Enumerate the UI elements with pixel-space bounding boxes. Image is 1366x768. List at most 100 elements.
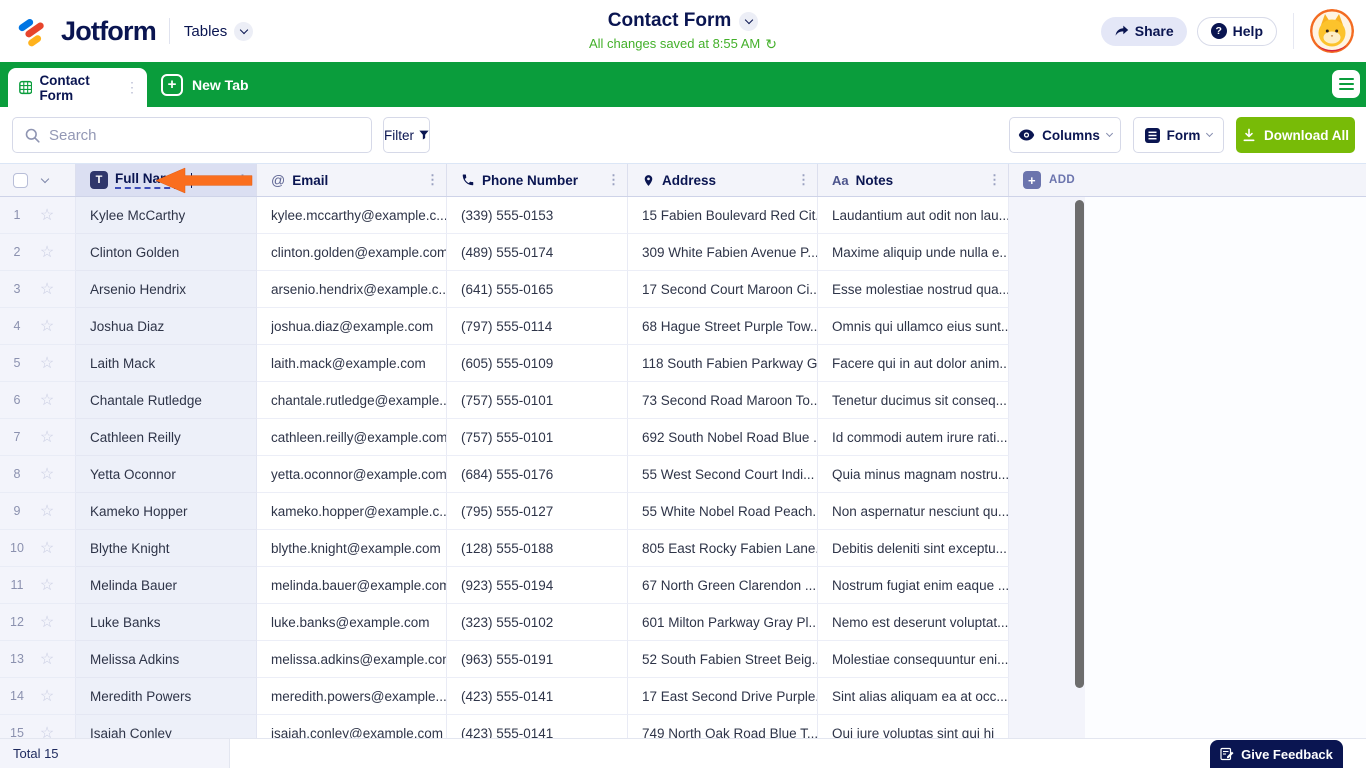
- cell-notes[interactable]: Omnis qui ullamco eius sunt...: [818, 308, 1009, 345]
- row-selector-cell[interactable]: 7 ☆: [0, 419, 76, 456]
- product-switcher-tables[interactable]: Tables: [184, 21, 254, 41]
- chevron-down-icon[interactable]: [40, 174, 50, 183]
- search-input[interactable]: [49, 126, 371, 144]
- cell-address[interactable]: 692 South Nobel Road Blue ...: [628, 419, 818, 456]
- cell-full-name[interactable]: Luke Banks: [76, 604, 257, 641]
- cell-email[interactable]: kameko.hopper@example.c...: [257, 493, 447, 530]
- cell-address[interactable]: 601 Milton Parkway Gray Pl...: [628, 604, 818, 641]
- select-all-checkbox[interactable]: [13, 172, 28, 188]
- jotform-logo[interactable]: Jotform: [14, 12, 157, 50]
- row-selector-cell[interactable]: 13 ☆: [0, 641, 76, 678]
- cell-email[interactable]: melinda.bauer@example.com: [257, 567, 447, 604]
- cell-full-name[interactable]: Meredith Powers: [76, 678, 257, 715]
- cell-address[interactable]: 68 Hague Street Purple Tow...: [628, 308, 818, 345]
- row-selector-cell[interactable]: 15 ☆: [0, 715, 76, 738]
- table-row[interactable]: 7 ☆ Cathleen Reilly cathleen.reilly@exam…: [0, 419, 1366, 456]
- cell-email[interactable]: meredith.powers@example....: [257, 678, 447, 715]
- form-button[interactable]: Form: [1133, 117, 1224, 153]
- cell-full-name[interactable]: Blythe Knight: [76, 530, 257, 567]
- star-icon[interactable]: ☆: [39, 244, 55, 261]
- column-menu-icon[interactable]: ⋮: [426, 172, 439, 187]
- cell-phone[interactable]: (339) 555-0153: [447, 197, 628, 234]
- cell-notes[interactable]: Facere qui in aut dolor anim...: [818, 345, 1009, 382]
- cell-full-name[interactable]: Kameko Hopper: [76, 493, 257, 530]
- table-row[interactable]: 2 ☆ Clinton Golden clinton.golden@exampl…: [0, 234, 1366, 271]
- star-icon[interactable]: ☆: [39, 725, 55, 738]
- column-header-notes[interactable]: Aa Notes ⋮: [818, 164, 1009, 196]
- columns-button[interactable]: Columns: [1009, 117, 1121, 153]
- star-icon[interactable]: ☆: [39, 355, 55, 372]
- cell-notes[interactable]: Molestiae consequuntur eni...: [818, 641, 1009, 678]
- cell-phone[interactable]: (684) 555-0176: [447, 456, 628, 493]
- cell-notes[interactable]: Quia minus magnam nostru...: [818, 456, 1009, 493]
- cell-full-name[interactable]: Yetta Oconnor: [76, 456, 257, 493]
- cell-full-name[interactable]: Laith Mack: [76, 345, 257, 382]
- cell-address[interactable]: 118 South Fabien Parkway G...: [628, 345, 818, 382]
- column-menu-icon[interactable]: ⋮: [236, 172, 249, 187]
- cell-notes[interactable]: Id commodi autem irure rati...: [818, 419, 1009, 456]
- vertical-scrollbar[interactable]: [1075, 200, 1084, 688]
- row-selector-cell[interactable]: 11 ☆: [0, 567, 76, 604]
- table-row[interactable]: 3 ☆ Arsenio Hendrix arsenio.hendrix@exam…: [0, 271, 1366, 308]
- star-icon[interactable]: ☆: [39, 318, 55, 335]
- add-column-button[interactable]: + ADD: [1009, 164, 1085, 196]
- cell-notes[interactable]: Laudantium aut odit non lau...: [818, 197, 1009, 234]
- cell-phone[interactable]: (323) 555-0102: [447, 604, 628, 641]
- row-selector-cell[interactable]: 14 ☆: [0, 678, 76, 715]
- table-row[interactable]: 13 ☆ Melissa Adkins melissa.adkins@examp…: [0, 641, 1366, 678]
- cell-address[interactable]: 805 East Rocky Fabien Lane...: [628, 530, 818, 567]
- column-header-full-name-label[interactable]: Full Name: [115, 171, 180, 189]
- cell-phone[interactable]: (795) 555-0127: [447, 493, 628, 530]
- cell-phone[interactable]: (423) 555-0141: [447, 678, 628, 715]
- star-icon[interactable]: ☆: [39, 429, 55, 446]
- cell-notes[interactable]: Maxime aliquip unde nulla e...: [818, 234, 1009, 271]
- cell-address[interactable]: 55 West Second Court Indi...: [628, 456, 818, 493]
- column-header-full-name[interactable]: T Full Name ⋮: [76, 164, 257, 196]
- star-icon[interactable]: ☆: [39, 540, 55, 557]
- table-row[interactable]: 9 ☆ Kameko Hopper kameko.hopper@example.…: [0, 493, 1366, 530]
- cell-email[interactable]: luke.banks@example.com: [257, 604, 447, 641]
- cell-address[interactable]: 55 White Nobel Road Peach...: [628, 493, 818, 530]
- tab-contact-form[interactable]: Contact Form ⋮: [8, 68, 147, 107]
- column-header-email[interactable]: @ Email ⋮: [257, 164, 447, 196]
- table-row[interactable]: 5 ☆ Laith Mack laith.mack@example.com (6…: [0, 345, 1366, 382]
- cell-phone[interactable]: (641) 555-0165: [447, 271, 628, 308]
- row-selector-cell[interactable]: 6 ☆: [0, 382, 76, 419]
- cell-address[interactable]: 52 South Fabien Street Beig...: [628, 641, 818, 678]
- cell-full-name[interactable]: Melinda Bauer: [76, 567, 257, 604]
- cell-email[interactable]: laith.mack@example.com: [257, 345, 447, 382]
- cell-phone[interactable]: (757) 555-0101: [447, 382, 628, 419]
- cell-full-name[interactable]: Kylee McCarthy: [76, 197, 257, 234]
- title-menu-chevron-icon[interactable]: [739, 11, 759, 31]
- row-selector-cell[interactable]: 8 ☆: [0, 456, 76, 493]
- cell-notes[interactable]: Esse molestiae nostrud qua...: [818, 271, 1009, 308]
- cell-notes[interactable]: Qui iure voluptas sint qui hi: [818, 715, 1009, 738]
- cell-full-name[interactable]: Arsenio Hendrix: [76, 271, 257, 308]
- column-menu-icon[interactable]: ⋮: [607, 172, 620, 187]
- cell-email[interactable]: melissa.adkins@example.com: [257, 641, 447, 678]
- tab-list-menu-button[interactable]: [1332, 70, 1360, 98]
- column-menu-icon[interactable]: ⋮: [988, 172, 1001, 187]
- cell-address[interactable]: 73 Second Road Maroon To...: [628, 382, 818, 419]
- cell-notes[interactable]: Nemo est deserunt voluptat...: [818, 604, 1009, 641]
- cell-full-name[interactable]: Melissa Adkins: [76, 641, 257, 678]
- row-selector-cell[interactable]: 10 ☆: [0, 530, 76, 567]
- cell-notes[interactable]: Nostrum fugiat enim eaque ...: [818, 567, 1009, 604]
- cell-notes[interactable]: Debitis deleniti sint exceptu...: [818, 530, 1009, 567]
- table-row[interactable]: 10 ☆ Blythe Knight blythe.knight@example…: [0, 530, 1366, 567]
- tab-options-icon[interactable]: ⋮: [125, 79, 139, 95]
- cell-phone[interactable]: (757) 555-0101: [447, 419, 628, 456]
- cell-notes[interactable]: Tenetur ducimus sit conseq...: [818, 382, 1009, 419]
- row-selector-cell[interactable]: 9 ☆: [0, 493, 76, 530]
- give-feedback-button[interactable]: Give Feedback: [1210, 740, 1343, 768]
- row-selector-cell[interactable]: 3 ☆: [0, 271, 76, 308]
- star-icon[interactable]: ☆: [39, 577, 55, 594]
- cell-email[interactable]: chantale.rutledge@example...: [257, 382, 447, 419]
- cell-email[interactable]: blythe.knight@example.com: [257, 530, 447, 567]
- table-row[interactable]: 8 ☆ Yetta Oconnor yetta.oconnor@example.…: [0, 456, 1366, 493]
- cell-address[interactable]: 309 White Fabien Avenue P...: [628, 234, 818, 271]
- star-icon[interactable]: ☆: [39, 466, 55, 483]
- star-icon[interactable]: ☆: [39, 614, 55, 631]
- search-box[interactable]: [12, 117, 372, 153]
- cell-phone[interactable]: (605) 555-0109: [447, 345, 628, 382]
